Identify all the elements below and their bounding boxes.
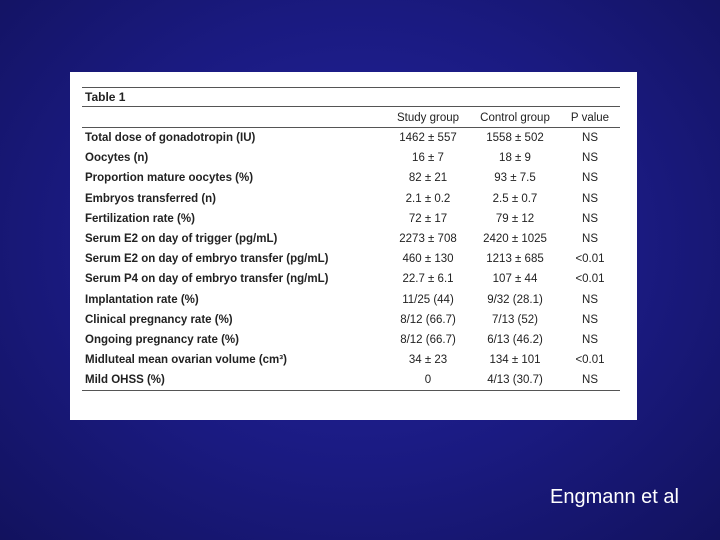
cell: 8/12 (66.7) [400,313,456,326]
rule [82,106,620,107]
caption: Engmann et al [550,486,679,508]
cell: 1462 ± 557 [399,132,457,144]
row-label: Ongoing pregnancy rate (%) [85,334,239,346]
cell: 18 ± 9 [499,152,531,165]
row-label: Proportion mature oocytes (%) [85,172,254,185]
column-header: Study group [396,112,460,124]
cell: 1213 ± 685 [486,253,544,266]
cell: NS [582,233,598,245]
row-label: Implantation rate (%) [85,293,199,306]
cell: 11/25 (44) [402,293,454,306]
rule [82,127,620,128]
cell: 9/32 (28.1) [487,293,543,306]
cell: NS [582,212,598,225]
cell: 8/12 (66.7) [400,334,456,346]
cell: 79 ± 12 [495,212,535,225]
cell: NS [582,313,598,326]
row-label: Serum P4 on day of embryo transfer (ng/m… [85,273,329,286]
cell: 34 ± 23 [408,354,448,367]
cell: 72 ± 17 [408,212,448,225]
rule [82,390,620,391]
cell: 460 ± 130 [402,253,454,266]
column-header: Control group [480,112,550,124]
cell: 22.7 ± 6.1 [402,273,454,286]
cell: NS [582,152,598,165]
row-label: Mild OHSS (%) [85,374,165,387]
cell: NS [582,293,598,306]
row-label: Oocytes (n) [85,152,149,165]
cell: NS [582,374,598,387]
cell: <0.01 [575,253,605,266]
cell: 134 ± 101 [489,354,541,367]
table-panel: Table 1 Study group Control group P value T… [70,72,637,420]
cell: 16 ± 7 [412,152,444,165]
cell: 4/13 (30.7) [487,374,543,387]
cell: 82 ± 21 [408,172,448,185]
cell: NS [582,192,598,205]
cell: NS [582,172,598,185]
cell: 7/13 (52) [491,313,539,326]
cell: <0.01 [575,354,605,367]
cell: 107 ± 44 [492,273,538,286]
cell: 93 ± 7.5 [494,172,536,185]
cell: 0 [424,374,432,387]
row-label: Midluteal mean ovarian volume (cm³) [85,354,287,367]
cell: 2.1 ± 0.2 [405,192,451,205]
row-label: Embryos transferred (n) [85,192,217,205]
row-label: Clinical pregnancy rate (%) [85,313,233,326]
row-label: Total dose of gonadotropin (IU) [85,132,256,144]
rule [82,87,620,88]
table-title: Table 1 [85,90,126,104]
cell: 2273 ± 708 [399,233,457,245]
column-header: P value [570,112,610,124]
cell: 1558 ± 502 [486,132,544,144]
cell: NS [582,334,598,346]
cell: 2.5 ± 0.7 [492,192,538,205]
cell: 2420 ± 1025 [483,233,547,245]
row-label: Serum E2 on day of trigger (pg/mL) [85,233,278,245]
cell: 6/13 (46.2) [487,334,543,346]
row-label: Serum E2 on day of embryo transfer (pg/m… [85,253,329,266]
cell: NS [582,132,598,144]
cell: <0.01 [575,273,605,286]
row-label: Fertilization rate (%) [85,212,195,225]
